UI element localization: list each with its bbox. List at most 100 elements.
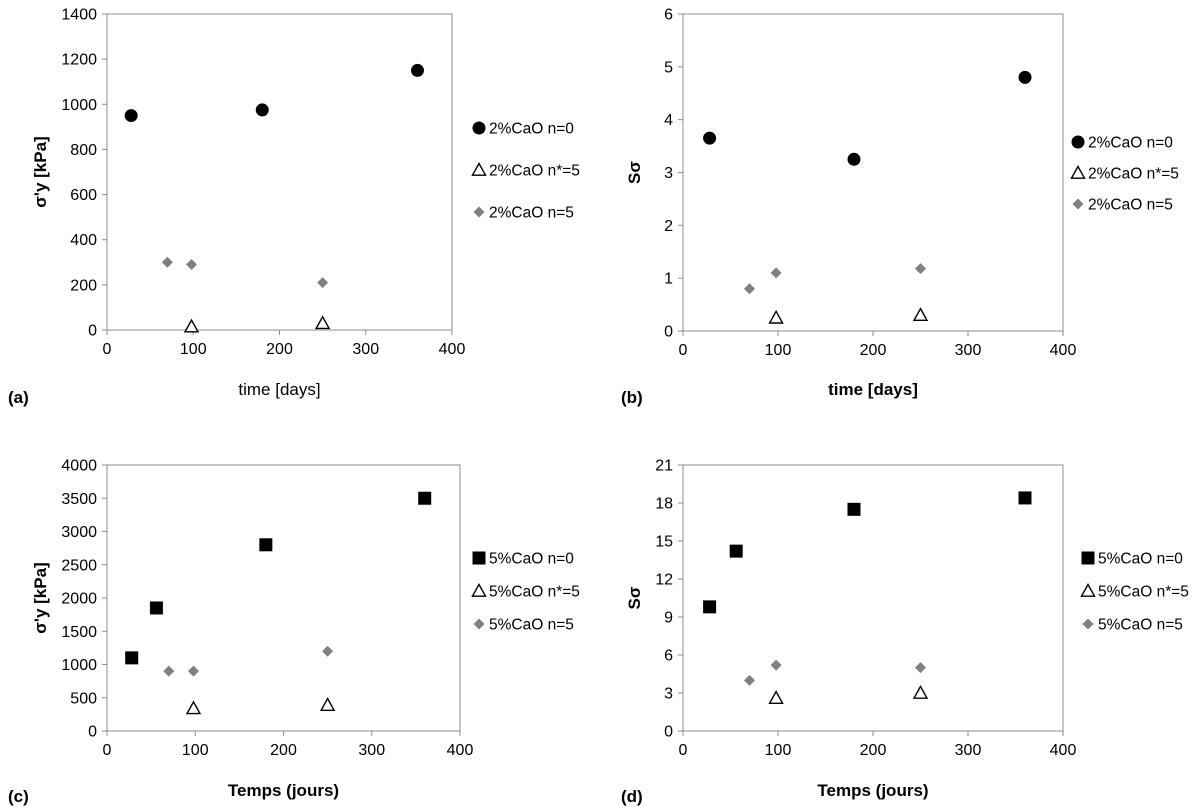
- data-point-diamond: [915, 662, 926, 674]
- legend: 5%CaO n=0 5%CaO n*=5 5%CaO n=5: [471, 551, 580, 634]
- data-point-square: [1018, 491, 1032, 505]
- data-point-triangle-open: [912, 685, 929, 699]
- y-tick-label: 3000: [61, 524, 97, 541]
- y-tick-label: 0: [664, 324, 673, 341]
- y-axis-title: σ'y [kPa]: [31, 562, 50, 633]
- plot-area: [682, 464, 1064, 732]
- x-tick-label: 0: [679, 742, 688, 759]
- y-tick-label: 4: [664, 112, 673, 129]
- x-tick-label: 400: [1050, 742, 1077, 759]
- y-tick-label: 3500: [61, 491, 97, 508]
- data-point-diamond: [744, 674, 755, 686]
- x-axis-title: time [days]: [828, 380, 918, 399]
- x-tick-label: 0: [103, 341, 112, 358]
- data-point-circle: [703, 131, 717, 145]
- legend-marker-triangle-open: [471, 583, 487, 597]
- data-point-diamond: [744, 283, 755, 295]
- y-tick-label: 400: [70, 232, 97, 249]
- x-tick-label: 400: [447, 742, 474, 759]
- legend-marker-triangle-open: [1070, 165, 1086, 179]
- panel-label: (a): [8, 388, 29, 407]
- data-point-triangle-open: [185, 700, 202, 715]
- y-axis-title: Sσ: [625, 161, 644, 184]
- chart-panel-4: 0 100 200 300 400 0 3 6 9 12 15 18 21 Temps (jours) Sσ…: [621, 458, 1189, 807]
- x-tick-label: 0: [679, 342, 688, 359]
- x-axis-title: Temps (jours): [228, 781, 339, 800]
- y-tick-label: 1: [664, 271, 673, 288]
- x-tick-label: 300: [955, 342, 982, 359]
- y-tick-label: 2000: [61, 591, 97, 608]
- legend-label: 2%CaO n=5: [489, 205, 574, 222]
- data-point-circle: [411, 63, 424, 77]
- legend-marker-square: [1081, 551, 1095, 565]
- legend-label: 2%CaO n*=5: [489, 163, 580, 180]
- y-tick-label: 6: [664, 7, 673, 24]
- y-tick-label: 21: [655, 458, 673, 475]
- y-tick-label: 1400: [61, 7, 97, 24]
- y-tick-label: 1200: [61, 52, 97, 69]
- legend-marker-triangle-open: [1080, 583, 1096, 597]
- data-point-square: [847, 502, 861, 516]
- data-point-diamond: [187, 665, 199, 677]
- legend-label: 2%CaO n=0: [489, 121, 574, 138]
- data-point-square: [259, 538, 273, 552]
- x-axis-title: time [days]: [238, 380, 320, 399]
- data-point-diamond: [161, 256, 173, 268]
- x-tick-label: 200: [860, 742, 887, 759]
- legend-label: 5%CaO n=5: [1098, 617, 1183, 634]
- data-point-diamond: [186, 259, 198, 271]
- legend-label: 5%CaO n=5: [489, 617, 574, 634]
- legend-label: 2%CaO n=5: [1088, 197, 1173, 214]
- legend-marker-circle: [472, 121, 486, 135]
- x-tick-label: 100: [765, 342, 792, 359]
- y-tick-label: 1500: [61, 624, 97, 641]
- legend-label: 5%CaO n*=5: [1098, 584, 1189, 601]
- x-tick-label: 400: [439, 341, 466, 358]
- data-point-diamond: [322, 645, 334, 657]
- y-tick-label: 2500: [61, 557, 97, 574]
- data-point-diamond: [770, 267, 782, 279]
- plot-area: [106, 13, 453, 331]
- data-point-diamond: [163, 665, 175, 677]
- data-point-circle: [255, 103, 269, 117]
- x-tick-label: 100: [180, 341, 207, 358]
- chart-panel-2: 0 100 200 300 400 0 1 2 3 4 5 6 time [days] Sσ (b) 2%Ca…: [621, 7, 1179, 408]
- data-point-triangle-open: [912, 307, 929, 322]
- legend-marker-square: [472, 551, 486, 565]
- data-point-diamond: [915, 263, 926, 275]
- data-point-triangle-open: [768, 690, 784, 704]
- y-tick-label: 6: [664, 648, 673, 665]
- x-tick-label: 300: [358, 742, 385, 759]
- y-tick-label: 0: [88, 323, 97, 340]
- data-point-circle: [1018, 70, 1032, 84]
- x-tick-label: 200: [266, 341, 293, 358]
- y-axis-title: σ'y [kPa]: [31, 136, 50, 207]
- y-tick-label: 2: [664, 218, 673, 235]
- legend: 2%CaO n=0 2%CaO n*=5 2%CaO n=5: [1070, 135, 1179, 214]
- y-tick-label: 200: [70, 277, 97, 294]
- legend: 5%CaO n=0 5%CaO n*=5 5%CaO n=5: [1080, 551, 1189, 634]
- chart-panel-3: 0 100 200 300 400050010001500200025003000350…: [8, 458, 580, 807]
- y-tick-label: 600: [70, 187, 97, 204]
- y-tick-label: 800: [70, 142, 97, 159]
- y-tick-label: 4000: [61, 458, 97, 475]
- legend-marker-circle: [1071, 135, 1085, 149]
- y-axis-title: Sσ: [625, 586, 644, 609]
- x-tick-label: 0: [103, 742, 112, 759]
- plot-area: [682, 13, 1064, 332]
- y-tick-label: 1000: [61, 97, 97, 114]
- y-tick-label: 1000: [61, 657, 97, 674]
- legend: 2%CaO n=0 2%CaO n*=5 2%CaO n=5: [471, 121, 580, 222]
- y-tick-label: 18: [655, 496, 673, 513]
- legend-marker-diamond: [473, 206, 485, 218]
- y-tick-label: 5: [664, 59, 673, 76]
- x-tick-label: 200: [270, 742, 297, 759]
- y-tick-label: 3: [664, 165, 673, 182]
- data-point-square: [729, 544, 743, 558]
- y-tick-label: 3: [664, 686, 673, 703]
- y-tick-label: 15: [655, 534, 673, 551]
- data-point-square: [149, 601, 163, 615]
- legend-marker-triangle-open: [471, 162, 487, 176]
- legend-label: 2%CaO n*=5: [1088, 166, 1179, 183]
